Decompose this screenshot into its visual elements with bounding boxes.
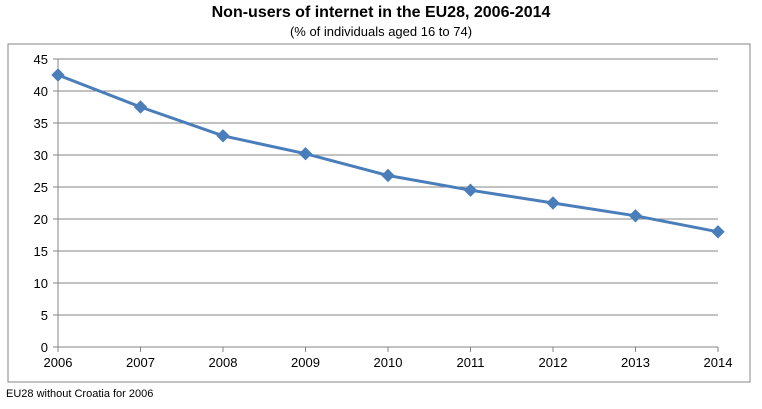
plot-frame <box>7 43 751 383</box>
grid-lines <box>58 58 718 316</box>
x-tick-label: 2008 <box>209 355 238 370</box>
x-tick-label: 2014 <box>704 355 733 370</box>
x-tick-label: 2010 <box>374 355 403 370</box>
y-tick-label: 15 <box>34 244 48 259</box>
x-tick-labels: 2006 2007 2008 2009 2010 2011 2012 2013 2014 <box>44 355 733 370</box>
y-tick-label: 5 <box>41 308 48 323</box>
data-point <box>381 168 395 183</box>
data-point <box>711 225 725 239</box>
y-tick-label: 10 <box>34 276 48 291</box>
y-tick-label: 45 <box>34 52 48 67</box>
axes <box>53 58 719 352</box>
chart-title: Non-users of internet in the EU28, 2006-… <box>211 4 551 21</box>
y-tick-label: 35 <box>34 116 48 131</box>
data-point <box>51 68 65 82</box>
chart-subtitle: (% of individuals aged 16 to 74) <box>289 24 473 39</box>
x-tick-label: 2013 <box>621 355 650 370</box>
data-markers <box>51 68 725 239</box>
data-point <box>546 196 560 210</box>
y-tick-label: 30 <box>34 148 48 163</box>
data-point <box>628 209 643 223</box>
data-point <box>133 100 148 114</box>
data-point <box>216 129 230 143</box>
y-tick-label: 25 <box>34 180 48 195</box>
x-tick-label: 2011 <box>457 355 485 370</box>
series-line <box>57 73 719 234</box>
footnote: EU28 without Croatia for 2006 <box>6 388 154 400</box>
x-tick-label: 2009 <box>291 355 320 370</box>
data-point <box>298 147 313 161</box>
x-tick-label: 2012 <box>539 355 568 370</box>
y-tick-labels: 0 5 10 15 20 25 30 35 40 45 <box>34 52 48 355</box>
y-tick-label: 0 <box>41 340 48 355</box>
series-line-0 <box>57 73 719 234</box>
x-tick-label: 2007 <box>126 355 155 370</box>
x-tick-label: 2006 <box>44 355 73 370</box>
data-point <box>463 183 478 197</box>
y-tick-label: 40 <box>34 84 48 99</box>
y-tick-label: 20 <box>34 212 48 227</box>
